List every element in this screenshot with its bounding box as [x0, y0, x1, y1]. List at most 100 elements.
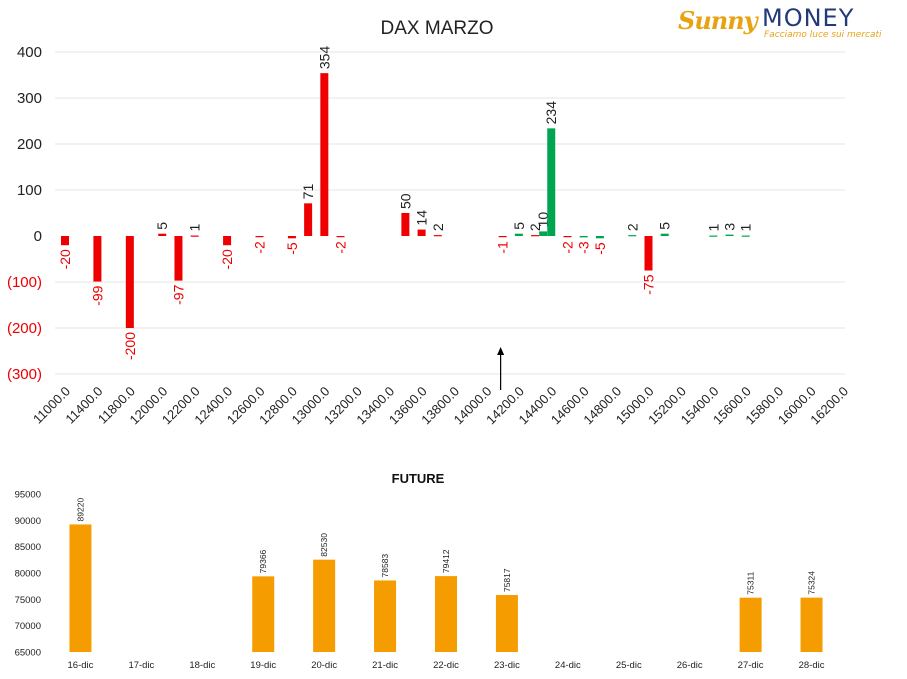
data-label: 2	[624, 223, 640, 231]
data-label: 79366	[258, 549, 268, 573]
logo-tagline: Facciamo luce sui mercati	[764, 30, 882, 40]
y-tick-label: (200)	[7, 320, 42, 337]
data-label: -2	[252, 241, 268, 254]
x-tick-label: 22-dic	[433, 660, 459, 671]
bar	[158, 233, 167, 236]
data-label: -200	[122, 332, 138, 360]
bar	[287, 236, 296, 239]
bar	[125, 236, 134, 328]
bar	[190, 235, 199, 237]
logo-brand-money: MONEY	[762, 4, 855, 32]
data-label: 14	[414, 210, 430, 226]
data-label: 2	[527, 223, 543, 231]
bar	[563, 236, 572, 238]
data-label: 75324	[807, 571, 817, 595]
data-label: -20	[57, 249, 73, 269]
data-label: 89220	[75, 498, 85, 522]
bar	[336, 236, 345, 238]
bar	[800, 597, 823, 652]
bar	[255, 236, 264, 238]
bar	[628, 235, 637, 237]
bar	[725, 234, 734, 236]
data-label: 5	[657, 222, 673, 230]
data-label: 354	[316, 46, 332, 70]
data-label: 234	[543, 101, 559, 125]
x-tick-label: 17-dic	[128, 660, 154, 671]
y-tick-label: 80000	[15, 569, 41, 580]
y-tick-label: 95000	[15, 490, 41, 501]
y-tick-label: 65000	[15, 648, 41, 659]
data-label: -5	[284, 242, 300, 255]
bar	[539, 231, 548, 236]
bar	[417, 229, 426, 236]
data-label: -20	[219, 249, 235, 269]
bar	[374, 580, 397, 652]
data-label: -5	[592, 242, 608, 255]
bar	[595, 236, 604, 239]
data-label: -3	[576, 241, 592, 254]
data-label: 2	[430, 223, 446, 231]
y-tick-label: (100)	[7, 274, 42, 291]
chart-title: FUTURE	[392, 471, 445, 486]
x-tick-label: 20-dic	[311, 660, 337, 671]
bar	[252, 576, 275, 652]
x-tick-label: 18-dic	[189, 660, 215, 671]
data-label: -75	[641, 274, 657, 294]
marker-arrow-head	[497, 347, 505, 355]
bar	[433, 235, 442, 237]
logo-brand-sunny: Sunny	[678, 6, 758, 35]
bar	[93, 236, 102, 282]
y-tick-label: 70000	[15, 621, 41, 632]
data-label: 1	[705, 224, 721, 232]
bar	[495, 595, 518, 652]
data-label: 71	[300, 184, 316, 200]
y-tick-label: (300)	[7, 366, 42, 383]
bar	[579, 236, 588, 238]
bar	[61, 236, 69, 246]
y-tick-label: 85000	[15, 542, 41, 553]
sunny-money-logo: Sunny MONEY Facciamo luce sui mercati	[678, 4, 883, 40]
bar	[401, 213, 410, 236]
data-label: 78583	[380, 554, 390, 578]
y-tick-label: 100	[17, 182, 42, 199]
chart-title: DAX MARZO	[381, 18, 494, 39]
bar	[174, 236, 183, 281]
data-label: -97	[170, 284, 186, 304]
bar	[660, 233, 669, 236]
x-tick-label: 21-dic	[372, 660, 398, 671]
x-tick-label: 23-dic	[494, 660, 520, 671]
future-chart: FUTURE 95000 90000 85000 80000 75000 70000 6500…	[15, 471, 825, 671]
y-tick-label: 200	[17, 136, 42, 153]
data-label: 1	[738, 224, 754, 232]
data-label: -99	[89, 285, 105, 305]
bar	[644, 236, 653, 271]
y-tick-label: 90000	[15, 516, 41, 527]
bar	[223, 236, 232, 246]
x-tick-label: 24-dic	[555, 660, 581, 671]
bar	[531, 235, 540, 237]
bar	[739, 597, 762, 652]
x-tick-label: 28-dic	[799, 660, 825, 671]
y-tick-label: 0	[34, 228, 42, 245]
bar	[320, 73, 329, 236]
data-label: 3	[722, 223, 738, 231]
data-label: 10	[535, 212, 551, 228]
bar	[435, 576, 457, 652]
data-label: -1	[495, 241, 511, 254]
data-label: 75311	[746, 571, 756, 594]
dax-marzo-chart: DAX MARZO 400 300 200 100 0 (100) (200) (300) -20…	[7, 18, 851, 427]
data-label: -2	[333, 241, 349, 254]
data-label: 5	[511, 222, 527, 230]
x-tick-label: 25-dic	[616, 660, 642, 671]
data-label: 75817	[502, 568, 512, 592]
y-tick-label: 300	[17, 90, 42, 107]
bar	[741, 235, 750, 237]
bar	[709, 235, 718, 237]
x-tick-label: 19-dic	[250, 660, 276, 671]
bar	[313, 559, 336, 652]
x-tick-label: 27-dic	[738, 660, 764, 671]
x-tick-label: 26-dic	[677, 660, 703, 671]
y-tick-label: 400	[17, 44, 42, 61]
bar	[514, 233, 523, 236]
